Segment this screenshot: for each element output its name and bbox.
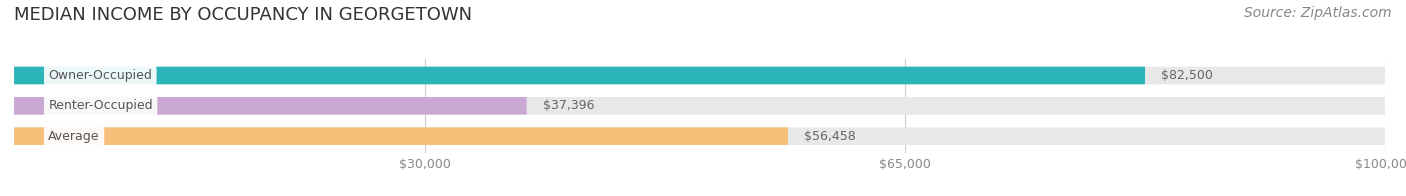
Text: Average: Average <box>48 130 100 143</box>
FancyBboxPatch shape <box>14 97 527 115</box>
FancyBboxPatch shape <box>14 97 1385 115</box>
FancyBboxPatch shape <box>14 127 1385 145</box>
FancyBboxPatch shape <box>14 67 1385 84</box>
FancyBboxPatch shape <box>14 127 787 145</box>
Text: $56,458: $56,458 <box>804 130 856 143</box>
Text: MEDIAN INCOME BY OCCUPANCY IN GEORGETOWN: MEDIAN INCOME BY OCCUPANCY IN GEORGETOWN <box>14 6 472 24</box>
Text: Owner-Occupied: Owner-Occupied <box>48 69 152 82</box>
Text: Source: ZipAtlas.com: Source: ZipAtlas.com <box>1244 6 1392 20</box>
Text: $37,396: $37,396 <box>543 99 595 112</box>
FancyBboxPatch shape <box>14 67 1144 84</box>
Text: $82,500: $82,500 <box>1161 69 1213 82</box>
Text: Renter-Occupied: Renter-Occupied <box>48 99 153 112</box>
